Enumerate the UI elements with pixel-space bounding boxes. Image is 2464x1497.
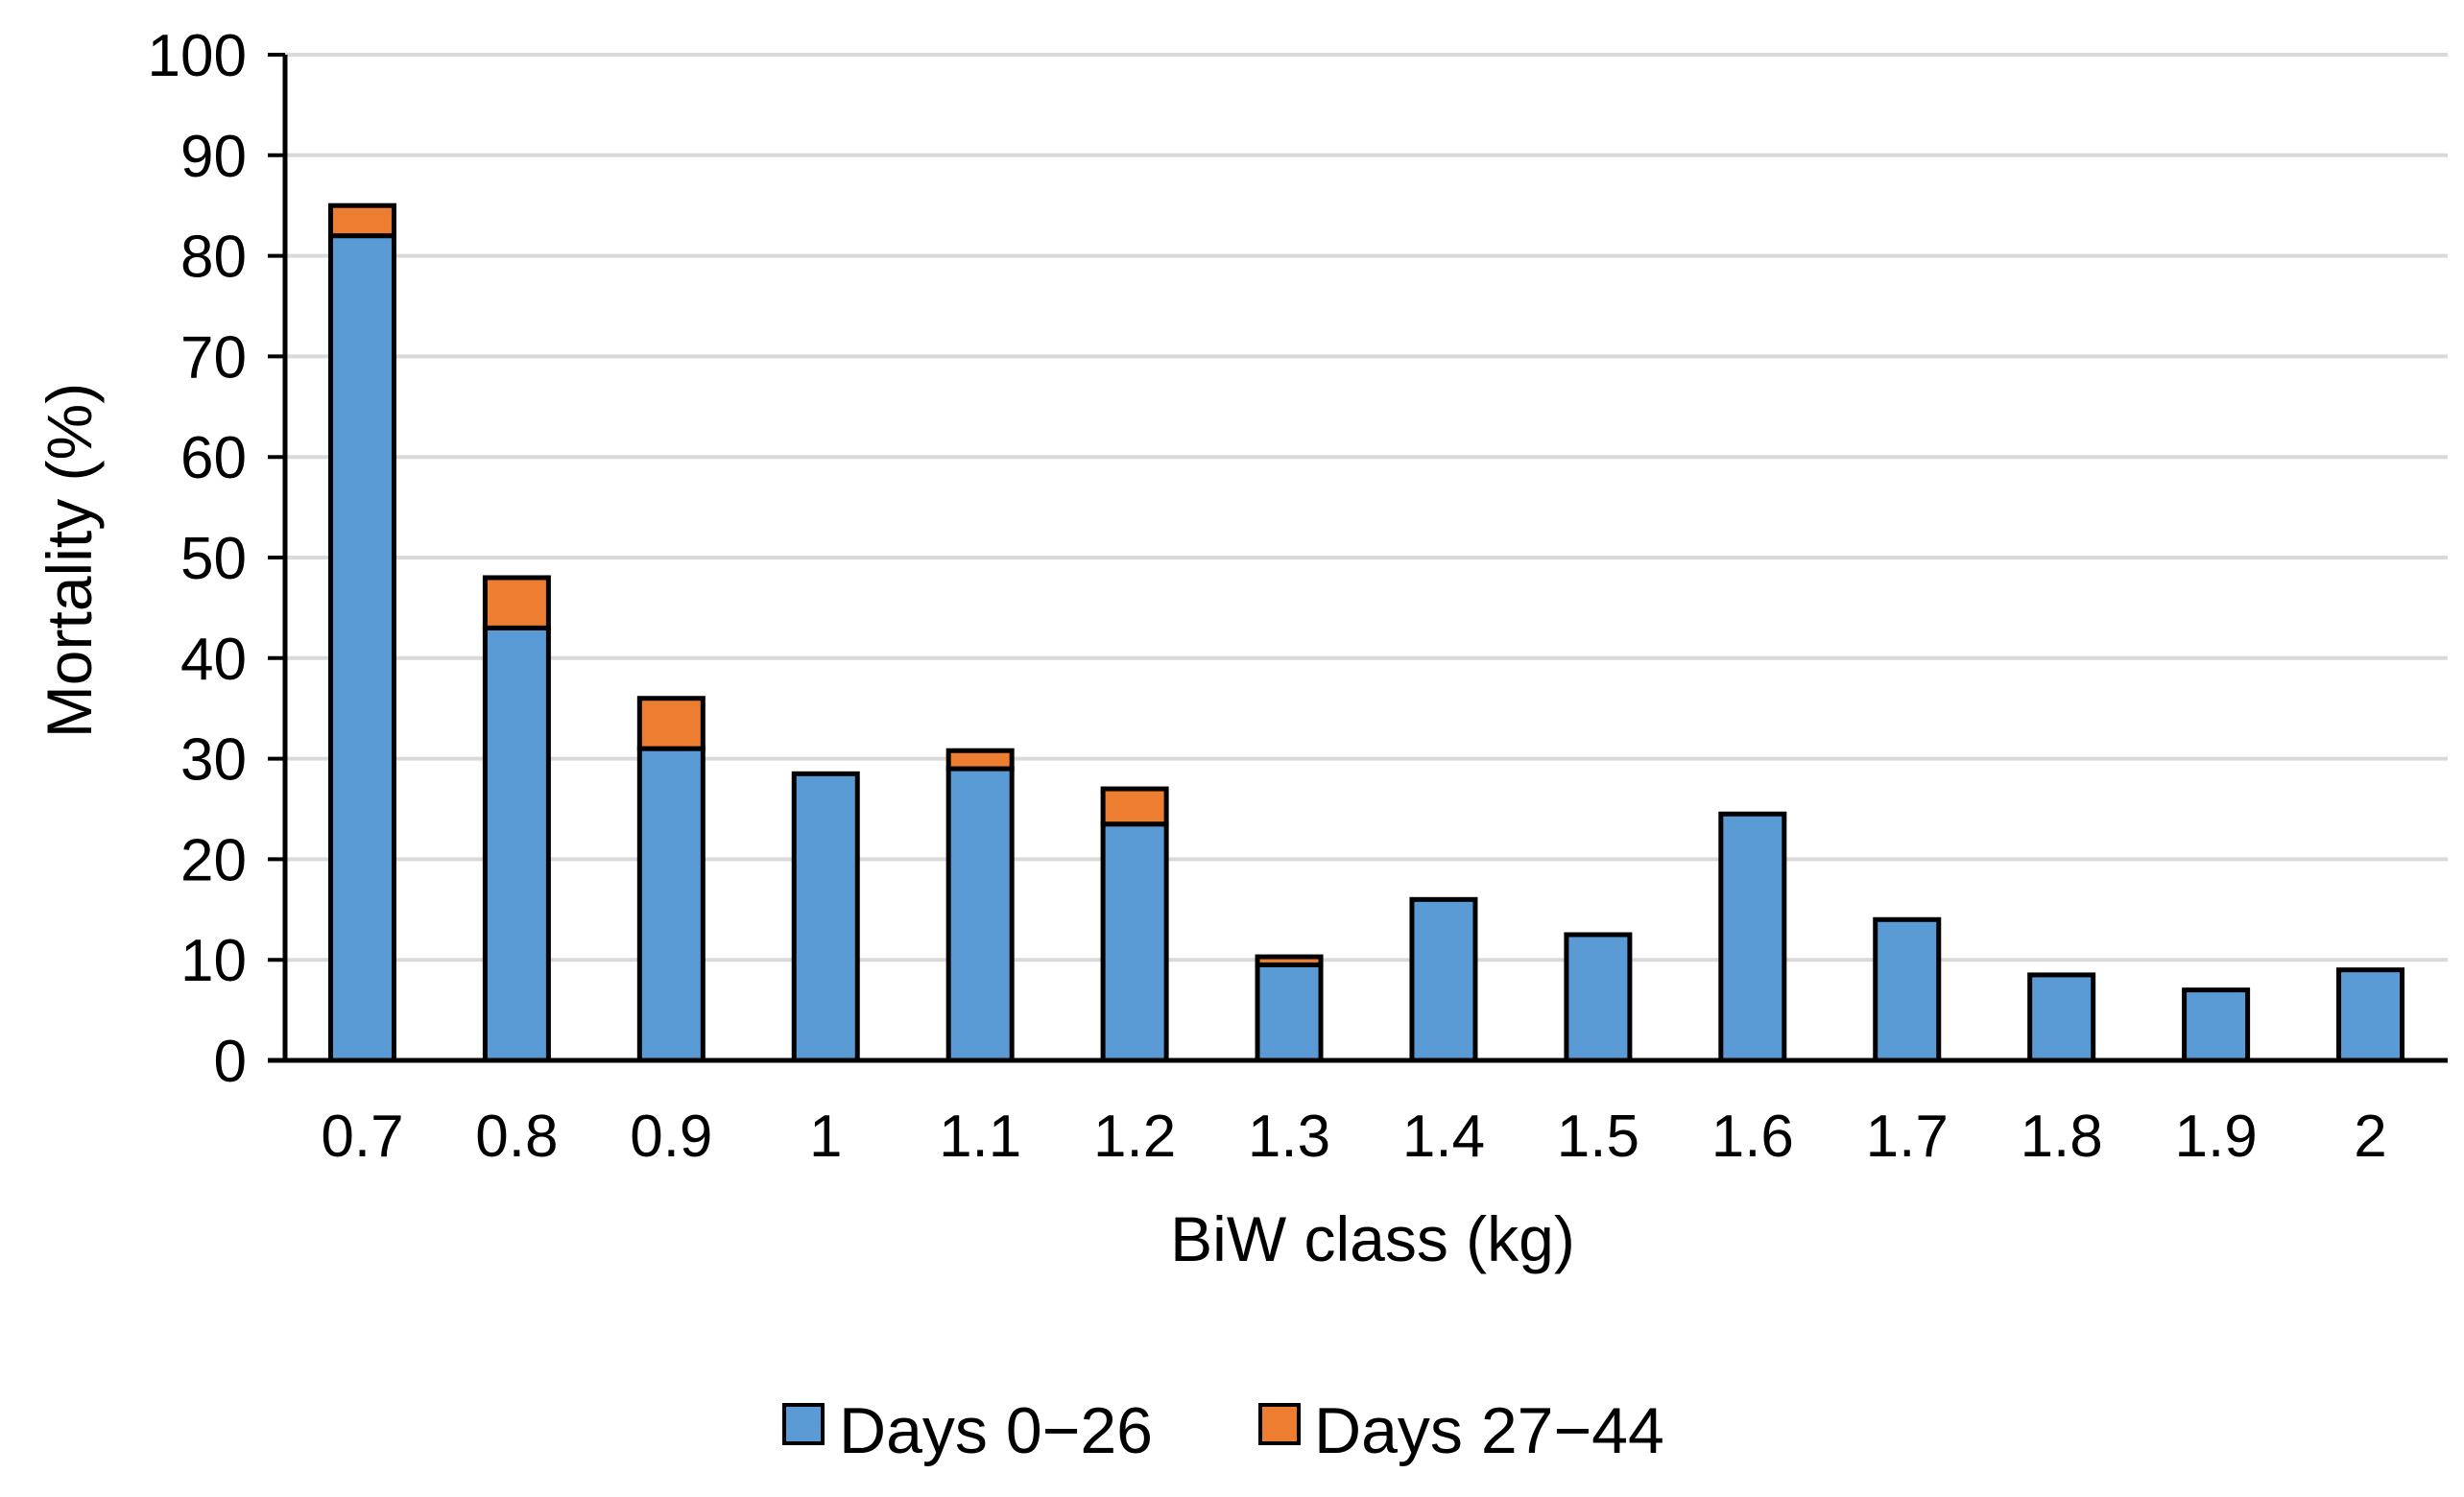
bar-segment-days-0-26 (2182, 987, 2251, 1063)
legend-swatch-days-27-44 (1258, 1403, 1301, 1445)
bar-segment-days-0-26 (1100, 821, 1169, 1063)
y-tick-label: 20 (180, 827, 247, 893)
legend: Days 0−26 Days 27−44 (782, 1394, 1664, 1467)
x-tick-label: 1.6 (1711, 1104, 1794, 1170)
x-tick-label: 1.2 (1093, 1104, 1176, 1170)
bar-segment-days-0-26 (2336, 967, 2405, 1063)
x-tick-label: 1 (809, 1104, 842, 1170)
bar-segment-days-0-26 (1255, 962, 1324, 1063)
bar-segment-days-0-26 (1873, 916, 1942, 1063)
x-axis-title: BiW class (kg) (1170, 1203, 1575, 1274)
bar-segment-days-0-26 (2027, 972, 2096, 1063)
x-tick-label: 1.9 (2175, 1104, 2258, 1170)
x-tick-label: 0.7 (321, 1104, 403, 1170)
bar-segment-days-0-26 (791, 771, 860, 1063)
y-tick-label: 0 (214, 1029, 247, 1095)
x-tick-labels: 0.7 0.8 0.9 1 1.1 1.2 1.3 1.4 1.5 1.6 1.7 1.8 1.9 2 (321, 1104, 2386, 1170)
bar-segment-days-0-26 (945, 766, 1015, 1063)
bar-segment-days-0-26 (1564, 932, 1633, 1063)
bar-segment-days-27-44 (945, 748, 1015, 772)
y-tick-label: 10 (180, 928, 247, 994)
x-tick-label: 0.8 (475, 1104, 558, 1170)
y-tick-label: 40 (180, 627, 247, 693)
x-tick-label: 1.3 (1248, 1104, 1330, 1170)
y-tick-label: 70 (180, 324, 247, 391)
y-tick-label: 50 (180, 526, 247, 592)
bar-segment-days-27-44 (1100, 786, 1169, 827)
legend-label-days-27-44: Days 27−44 (1314, 1394, 1664, 1467)
x-tick-label: 1.8 (2021, 1104, 2103, 1170)
gridlines (285, 53, 2448, 962)
x-tick-label: 1.1 (939, 1104, 1021, 1170)
y-tick-label: 80 (180, 225, 247, 291)
legend-swatch-days-0-26 (782, 1403, 825, 1445)
y-tick-label: 100 (148, 23, 247, 89)
bar-segment-days-27-44 (327, 202, 396, 239)
bar-segment-days-0-26 (1718, 811, 1787, 1063)
legend-label-days-0-26: Days 0−26 (839, 1394, 1153, 1467)
bars (327, 202, 2405, 1063)
x-tick-label: 0.9 (630, 1104, 712, 1170)
bar-segment-days-0-26 (1409, 896, 1478, 1063)
bar-segment-days-27-44 (482, 575, 551, 630)
y-tick-label: 90 (180, 124, 247, 190)
bar-segment-days-27-44 (1255, 954, 1324, 967)
x-tick-label: 1.4 (1402, 1104, 1485, 1170)
y-tick-labels: 0 10 20 30 40 50 60 70 80 90 100 (148, 23, 285, 1095)
y-tick-label: 30 (180, 727, 247, 794)
bar-segment-days-0-26 (636, 746, 706, 1063)
bar-segment-days-27-44 (636, 696, 706, 751)
bar-segment-days-0-26 (482, 625, 551, 1063)
y-tick-label: 60 (180, 425, 247, 491)
x-tick-label: 2 (2354, 1104, 2386, 1170)
y-axis-title: Mortality (%) (34, 383, 105, 738)
x-tick-label: 1.5 (1557, 1104, 1639, 1170)
x-tick-label: 1.7 (1866, 1104, 1949, 1170)
bar-segment-days-0-26 (327, 233, 396, 1063)
